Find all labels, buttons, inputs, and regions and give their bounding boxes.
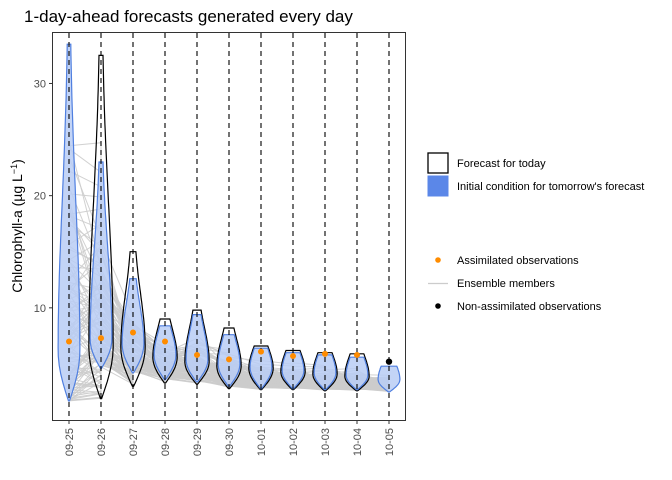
- assimilated-observation-point: [162, 338, 168, 345]
- forecast-violin: [216, 327, 242, 390]
- assimilated-observation-point: [98, 335, 104, 342]
- assimilated-observation-point: [130, 329, 136, 336]
- initial-condition-violin: [89, 161, 113, 369]
- forecast-violin: [152, 318, 178, 384]
- x-tick-label: 10-04: [352, 428, 364, 456]
- non-assimilated-observation-point: [385, 358, 393, 365]
- assimilated-observation-point: [194, 351, 200, 358]
- forecast-violin: [88, 54, 114, 400]
- assimilated-observation-point: [354, 351, 360, 358]
- legend-key-non-assimilated: [435, 303, 441, 309]
- x-tick-label: 09-30: [224, 428, 236, 456]
- forecast-violin: [312, 352, 338, 392]
- y-tick-label: 10: [34, 303, 46, 315]
- x-axis-ticks: 09-25 09-26 09-27 09-28 09-29 09-30 10-01 10-02…: [64, 420, 396, 456]
- y-tick-label: 20: [34, 191, 46, 203]
- forecast-violin: [280, 349, 306, 391]
- legend-label-assimilated: Assimilated observations: [457, 255, 579, 267]
- legend-swatch-initial-condition: [427, 175, 449, 197]
- x-tick-label: 10-03: [320, 428, 332, 456]
- assimilated-observation-point: [290, 353, 296, 360]
- forecast-violin: [344, 353, 370, 392]
- assimilated-observation-point: [322, 350, 328, 357]
- legend-label-non-assimilated: Non-assimilated observations: [457, 301, 602, 313]
- legend-swatch-forecast: [427, 152, 449, 174]
- forecast-violin: [248, 345, 274, 391]
- x-tick-label: 10-02: [288, 428, 300, 456]
- legend-label-ensemble: Ensemble members: [457, 278, 555, 290]
- x-tick-label: 10-01: [256, 428, 268, 456]
- chart-title: 1-day-ahead forecasts generated every da…: [24, 7, 353, 26]
- assimilated-observation-point: [226, 356, 232, 363]
- assimilated-observation-point: [258, 348, 264, 355]
- assimilated-observation-point: [66, 338, 72, 345]
- y-axis-label: Chlorophyll-a (µg L−1): [9, 159, 25, 293]
- legend-key-assimilated: [435, 257, 441, 263]
- x-tick-label: 10-05: [384, 428, 396, 456]
- legend-label-forecast: Forecast for today: [457, 158, 546, 170]
- legend-label-initial-condition: Initial condition for tomorrow's forecas…: [457, 181, 644, 193]
- forecast-violin: [120, 251, 146, 387]
- initial-condition-violin: [345, 356, 369, 391]
- x-tick-label: 09-28: [160, 428, 172, 456]
- forecast-date-dashes: [68, 33, 390, 420]
- initial-condition-violin: [313, 354, 337, 391]
- y-axis-ticks: 10 20 30: [34, 78, 53, 315]
- legend-observations: Assimilated observations Ensemble member…: [428, 255, 602, 313]
- x-tick-label: 09-27: [128, 428, 140, 456]
- x-tick-label: 09-26: [96, 428, 108, 456]
- y-tick-label: 30: [34, 78, 46, 90]
- observations-layer: [66, 329, 393, 365]
- forecast-violin: [184, 309, 210, 385]
- x-tick-label: 09-29: [192, 428, 204, 456]
- x-tick-label: 09-25: [64, 428, 76, 456]
- legend-distributions: Forecast for today Initial condition for…: [427, 152, 644, 197]
